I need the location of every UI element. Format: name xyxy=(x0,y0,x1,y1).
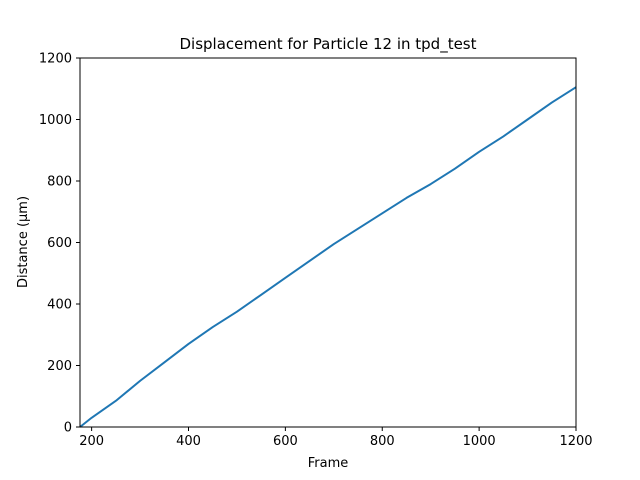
y-tick-label: 400 xyxy=(47,298,72,313)
y-tick-label: 200 xyxy=(47,359,72,374)
x-axis: 200 400 600 800 1000 1200 xyxy=(79,427,593,449)
series-line-0 xyxy=(79,86,577,428)
x-tick-label: 200 xyxy=(79,434,104,449)
x-tick-label: 800 xyxy=(370,434,395,449)
plot-area xyxy=(80,58,576,427)
y-tick-label: 1200 xyxy=(39,52,72,67)
y-tick-label: 0 xyxy=(64,421,72,436)
x-tick-label: 1000 xyxy=(463,434,496,449)
y-axis: 0 200 400 600 800 1000 1200 xyxy=(39,52,80,436)
x-tick-label: 1200 xyxy=(559,434,592,449)
x-axis-label: Frame xyxy=(308,456,349,471)
y-tick-label: 600 xyxy=(47,236,72,251)
y-axis-label: Distance (µm) xyxy=(16,196,31,288)
y-tick-label: 800 xyxy=(47,175,72,190)
chart-title: Displacement for Particle 12 in tpd_test xyxy=(180,35,477,54)
y-tick-label: 1000 xyxy=(39,113,72,128)
x-tick-label: 600 xyxy=(273,434,298,449)
x-tick-label: 400 xyxy=(176,434,201,449)
series-layer xyxy=(79,86,577,428)
